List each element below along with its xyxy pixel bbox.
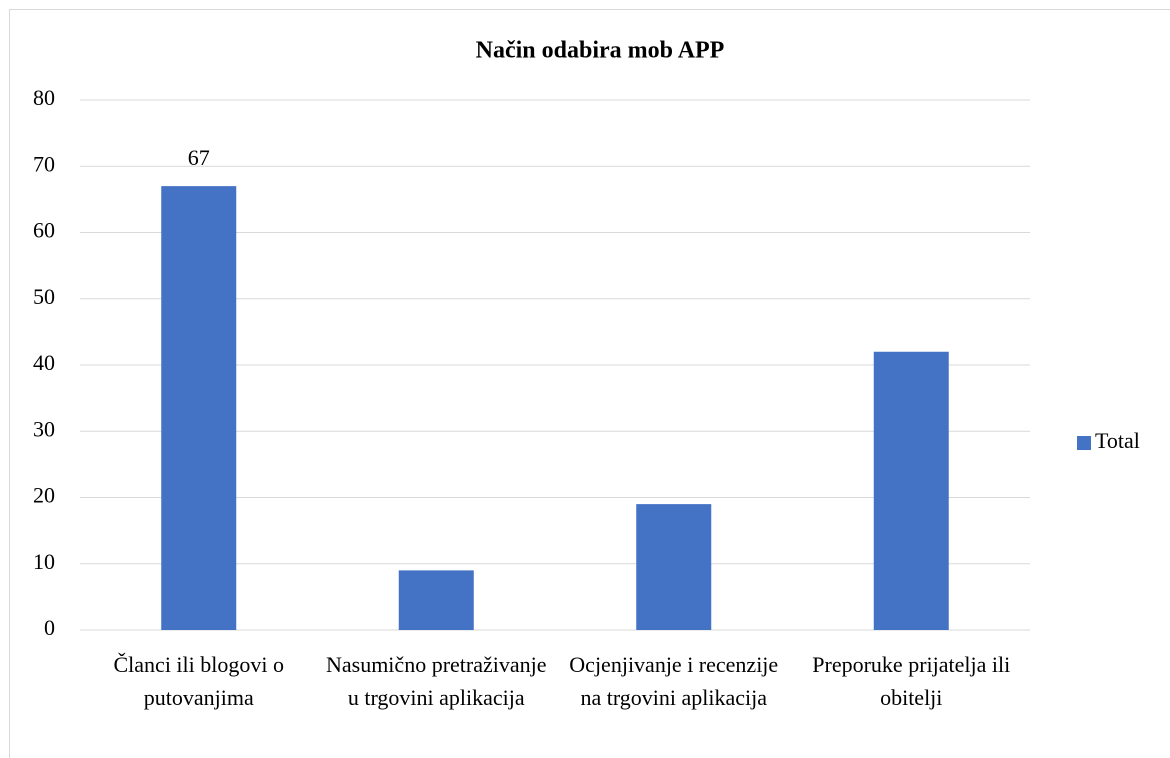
y-tick-label: 50	[33, 284, 55, 309]
y-tick-label: 0	[44, 615, 55, 640]
data-label: 67	[188, 145, 210, 170]
legend-swatch	[1077, 436, 1091, 450]
x-tick-label: Preporuke prijatelja ili obitelji	[812, 652, 1011, 710]
y-tick-label: 40	[33, 350, 55, 375]
y-tick-label: 30	[33, 416, 55, 441]
bar	[873, 351, 949, 630]
x-tick-label: Članci ili blogovi o putovanjima	[113, 652, 285, 710]
y-tick-label: 20	[33, 483, 55, 508]
bar	[636, 504, 712, 630]
bar	[161, 186, 237, 630]
y-tick-label: 80	[33, 85, 55, 110]
chart-border	[9, 9, 1170, 758]
chart-title: Način odabira mob APP	[476, 38, 725, 64]
y-tick-label: 70	[33, 151, 55, 176]
y-tick-label: 60	[33, 218, 55, 243]
x-tick-label: Nasumično pretraživanje u trgovini aplik…	[325, 652, 547, 710]
bar	[398, 570, 474, 630]
legend-label: Total	[1095, 428, 1140, 453]
x-tick-label: Ocjenjivanje i recenzije na trgovini apl…	[569, 652, 779, 710]
y-tick-label: 10	[33, 549, 55, 574]
